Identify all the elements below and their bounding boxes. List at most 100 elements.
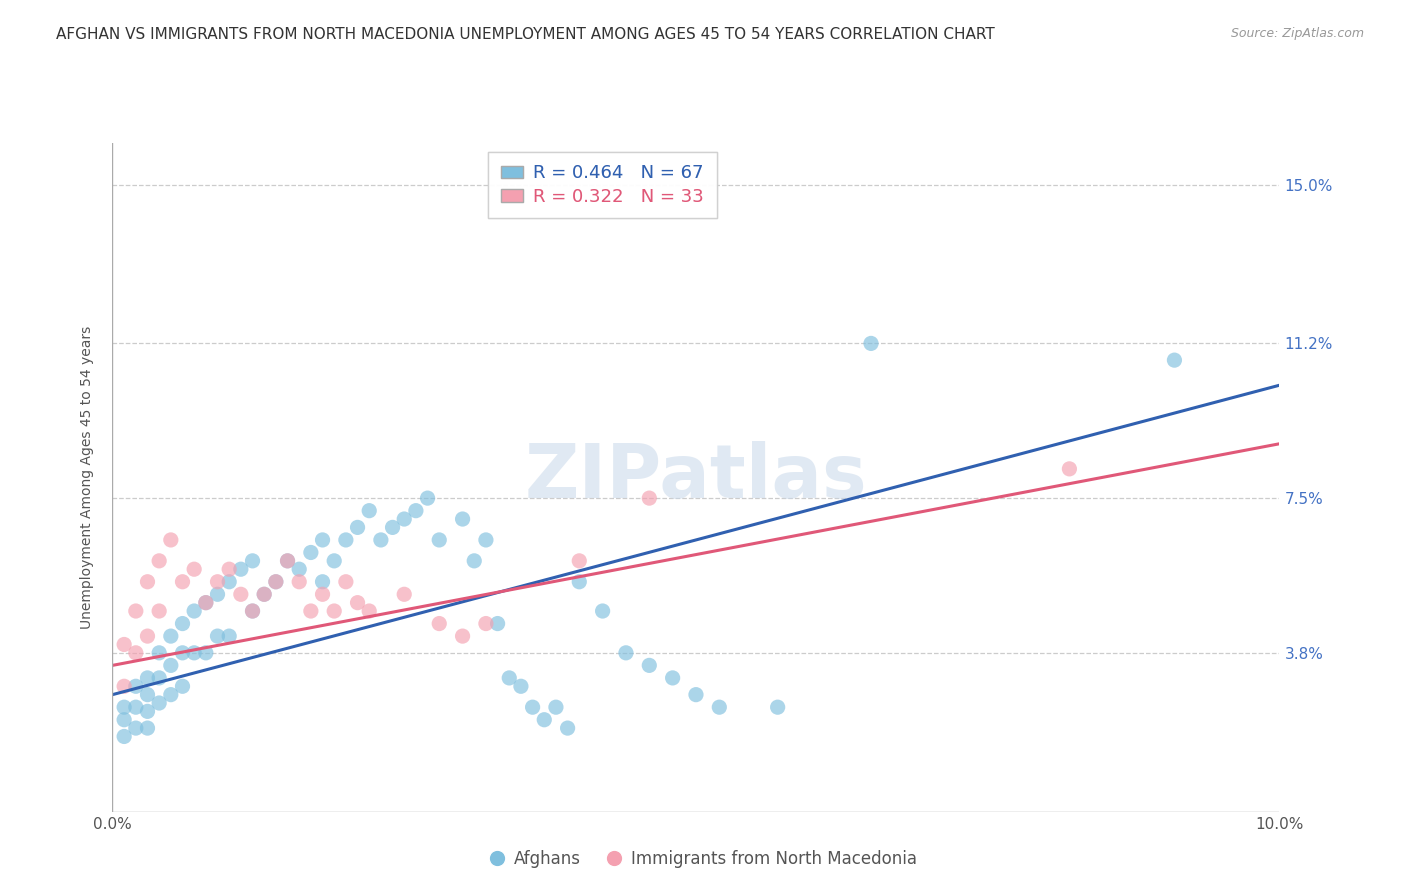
Point [638, 658, 661, 673]
Point [229, 587, 252, 601]
Point [311, 533, 333, 547]
Point [218, 574, 240, 589]
Point [148, 646, 170, 660]
Point [323, 604, 346, 618]
Point [335, 574, 357, 589]
Point [148, 696, 170, 710]
Point [416, 491, 439, 505]
Point [207, 629, 229, 643]
Point [125, 646, 148, 660]
Point [451, 629, 474, 643]
Point [136, 705, 159, 719]
Point [160, 629, 183, 643]
Point [335, 533, 357, 547]
Point [218, 562, 240, 576]
Point [288, 574, 311, 589]
Point [172, 646, 194, 660]
Point [859, 336, 883, 351]
Point [125, 604, 148, 618]
Point [1163, 353, 1185, 368]
Point [136, 721, 159, 735]
Point [207, 587, 229, 601]
Point [242, 554, 264, 568]
Point [614, 646, 637, 660]
Point [229, 562, 252, 576]
Point [381, 520, 404, 534]
Point [346, 520, 368, 534]
Point [509, 679, 531, 693]
Point [299, 604, 322, 618]
Y-axis label: Unemployment Among Ages 45 to 54 years: Unemployment Among Ages 45 to 54 years [80, 326, 94, 629]
Point [264, 574, 287, 589]
Point [183, 562, 205, 576]
Point [405, 503, 427, 517]
Point [112, 730, 135, 744]
Point [311, 587, 333, 601]
Point [194, 596, 217, 610]
Point [463, 554, 485, 568]
Point [136, 629, 159, 643]
Point [475, 533, 498, 547]
Point [299, 545, 322, 559]
Point [112, 700, 135, 714]
Point [475, 616, 498, 631]
Point [148, 554, 170, 568]
Point [183, 646, 205, 660]
Point [112, 679, 135, 693]
Point [311, 574, 333, 589]
Point [148, 604, 170, 618]
Point [183, 604, 205, 618]
Point [392, 512, 416, 526]
Point [194, 646, 217, 660]
Point [359, 604, 381, 618]
Point [346, 596, 368, 610]
Point [288, 562, 311, 576]
Point [207, 574, 229, 589]
Point [544, 700, 567, 714]
Point [264, 574, 287, 589]
Point [253, 587, 276, 601]
Point [709, 700, 731, 714]
Point [1059, 462, 1081, 476]
Point [486, 616, 509, 631]
Point [125, 721, 148, 735]
Point [136, 574, 159, 589]
Point [392, 587, 416, 601]
Point [125, 679, 148, 693]
Point [568, 554, 591, 568]
Point [242, 604, 264, 618]
Point [685, 688, 707, 702]
Point [160, 533, 183, 547]
Point [172, 574, 194, 589]
Point [148, 671, 170, 685]
Legend: Afghans, Immigrants from North Macedonia: Afghans, Immigrants from North Macedonia [482, 844, 924, 875]
Point [638, 491, 661, 505]
Point [498, 671, 520, 685]
Point [427, 616, 450, 631]
Point [160, 688, 183, 702]
Point [276, 554, 298, 568]
Point [557, 721, 579, 735]
Point [427, 533, 450, 547]
Point [136, 671, 159, 685]
Point [172, 679, 194, 693]
Point [242, 604, 264, 618]
Point [522, 700, 544, 714]
Point [253, 587, 276, 601]
Text: ZIPatlas: ZIPatlas [524, 441, 868, 514]
Point [276, 554, 298, 568]
Point [112, 637, 135, 651]
Point [112, 713, 135, 727]
Text: Source: ZipAtlas.com: Source: ZipAtlas.com [1230, 27, 1364, 40]
Text: AFGHAN VS IMMIGRANTS FROM NORTH MACEDONIA UNEMPLOYMENT AMONG AGES 45 TO 54 YEARS: AFGHAN VS IMMIGRANTS FROM NORTH MACEDONI… [56, 27, 995, 42]
Point [568, 574, 591, 589]
Point [172, 616, 194, 631]
Point [766, 700, 789, 714]
Point [592, 604, 614, 618]
Point [451, 512, 474, 526]
Point [323, 554, 346, 568]
Point [160, 658, 183, 673]
Point [533, 713, 555, 727]
Point [370, 533, 392, 547]
Point [359, 503, 381, 517]
